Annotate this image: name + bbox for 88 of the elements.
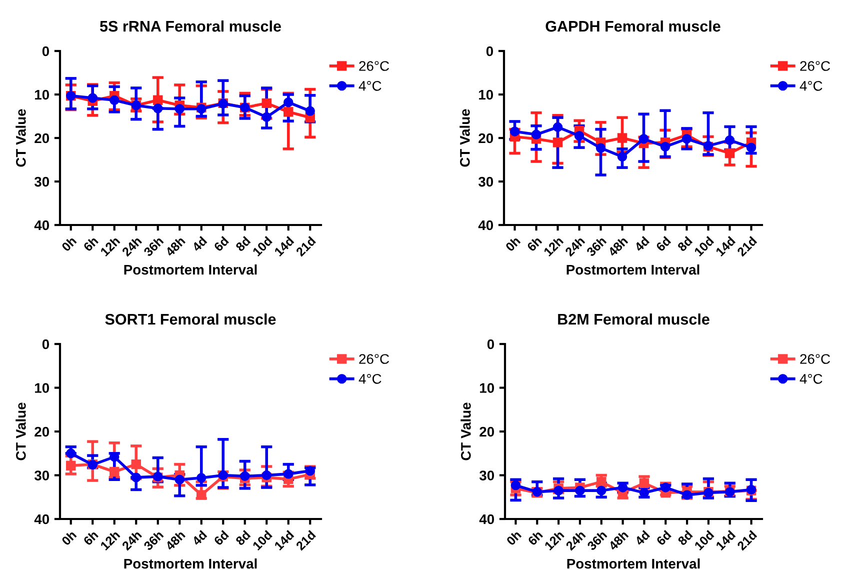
legend-label: 4°C — [358, 374, 382, 384]
x-tick-label: 0h — [504, 236, 521, 252]
x-tick-label: 0h — [60, 530, 77, 546]
legend-label: 4°C — [358, 80, 382, 91]
legend-label: 26°C — [800, 61, 830, 71]
y-tick-label: 10 — [35, 90, 50, 100]
y-tick-label: 40 — [478, 220, 494, 230]
y-tick-label: 20 — [34, 133, 50, 144]
y-axis-title: CT Value — [16, 109, 26, 167]
x-tick-label: 6d — [655, 236, 672, 252]
y-tick-label: 10 — [35, 383, 50, 393]
y-axis-title: CT Value — [460, 109, 470, 167]
x-tick-label: 4d — [191, 530, 208, 546]
legend-label: 26°C — [359, 354, 390, 364]
x-tick-label: 6d — [656, 530, 672, 546]
x-tick-label: 21d — [736, 236, 758, 257]
chart-title: B2M Femoral muscle — [558, 313, 710, 325]
legend-label: 26°C — [359, 61, 390, 71]
y-tick-label: 40 — [34, 514, 50, 524]
y-tick-label: 0 — [487, 339, 494, 350]
x-axis-title: Postmortem Interval — [124, 558, 257, 569]
x-tick-label: 36h — [142, 530, 164, 551]
x-tick-label: 14d — [274, 236, 294, 257]
x-tick-label: 21d — [295, 236, 316, 257]
y-tick-label: 30 — [34, 470, 50, 480]
x-tick-label: 0h — [60, 236, 77, 252]
y-tick-label: 40 — [34, 220, 50, 230]
x-tick-label: 4d — [634, 236, 650, 252]
y-tick-label: 30 — [34, 176, 50, 187]
y-tick-label: 20 — [34, 426, 50, 437]
x-tick-label: 12h — [100, 530, 120, 550]
x-tick-label: 24h — [564, 236, 586, 257]
chart-title: GAPDH Femoral muscle — [546, 20, 720, 32]
y-axis-title: CT Value — [460, 402, 471, 460]
x-axis-title: Postmortem Interval — [567, 558, 700, 569]
x-tick-label: 36h — [586, 236, 607, 257]
legend-label: 4°C — [800, 374, 822, 384]
x-axis-title: Postmortem Interval — [124, 264, 257, 275]
x-tick-label: 14d — [715, 530, 736, 551]
x-tick-label: 48h — [164, 530, 186, 552]
y-tick-label: 40 — [479, 514, 494, 524]
y-tick-label: 10 — [480, 383, 494, 393]
x-tick-label: 14d — [715, 236, 736, 257]
x-tick-label: 10d — [694, 236, 714, 257]
x-tick-label: 12h — [544, 530, 564, 550]
chart-title: 5S rRNA Femoral muscle — [100, 20, 281, 32]
x-tick-label: 21d — [736, 530, 758, 551]
x-tick-label: 48h — [608, 530, 629, 552]
y-tick-label: 20 — [480, 426, 494, 437]
x-tick-label: 36h — [142, 236, 164, 257]
x-tick-label: 4d — [191, 236, 208, 252]
x-tick-label: 6d — [213, 236, 230, 252]
x-tick-label: 0h — [506, 530, 522, 546]
x-tick-label: 8d — [677, 530, 693, 546]
y-tick-label: 30 — [478, 176, 494, 187]
x-tick-label: 14d — [274, 530, 294, 551]
x-tick-label: 24h — [565, 530, 586, 551]
x-tick-label: 8d — [234, 530, 251, 546]
y-tick-label: 20 — [478, 133, 494, 144]
chart-title: SORT1 Femoral muscle — [105, 313, 276, 325]
y-tick-label: 0 — [42, 339, 50, 350]
x-tick-label: 8d — [234, 236, 251, 252]
x-tick-label: 24h — [121, 236, 142, 257]
x-tick-label: 48h — [164, 236, 186, 258]
x-tick-label: 10d — [252, 236, 273, 257]
x-tick-label: 6h — [526, 236, 542, 252]
x-tick-label: 10d — [694, 530, 714, 551]
x-tick-label: 12h — [543, 236, 564, 256]
x-tick-label: 36h — [586, 530, 608, 551]
x-tick-label: 8d — [676, 236, 693, 252]
x-tick-label: 4d — [634, 530, 650, 546]
x-tick-label: 24h — [121, 530, 142, 551]
y-tick-label: 0 — [486, 46, 494, 56]
y-tick-label: 0 — [42, 46, 50, 56]
legend-label: 26°C — [800, 354, 830, 364]
x-tick-label: 21d — [295, 530, 316, 551]
y-tick-label: 10 — [479, 90, 494, 100]
legend-label: 4°C — [800, 80, 822, 91]
x-tick-label: 6h — [82, 530, 99, 546]
x-tick-label: 10d — [252, 530, 273, 551]
x-tick-label: 6h — [527, 530, 544, 546]
y-axis-title: CT Value — [16, 402, 26, 460]
x-tick-label: 6d — [213, 530, 230, 546]
x-tick-label: 48h — [607, 236, 628, 258]
y-tick-label: 30 — [479, 470, 494, 480]
x-tick-label: 12h — [100, 236, 120, 256]
x-axis-title: Postmortem Interval — [566, 264, 700, 275]
x-tick-label: 6h — [82, 236, 99, 252]
